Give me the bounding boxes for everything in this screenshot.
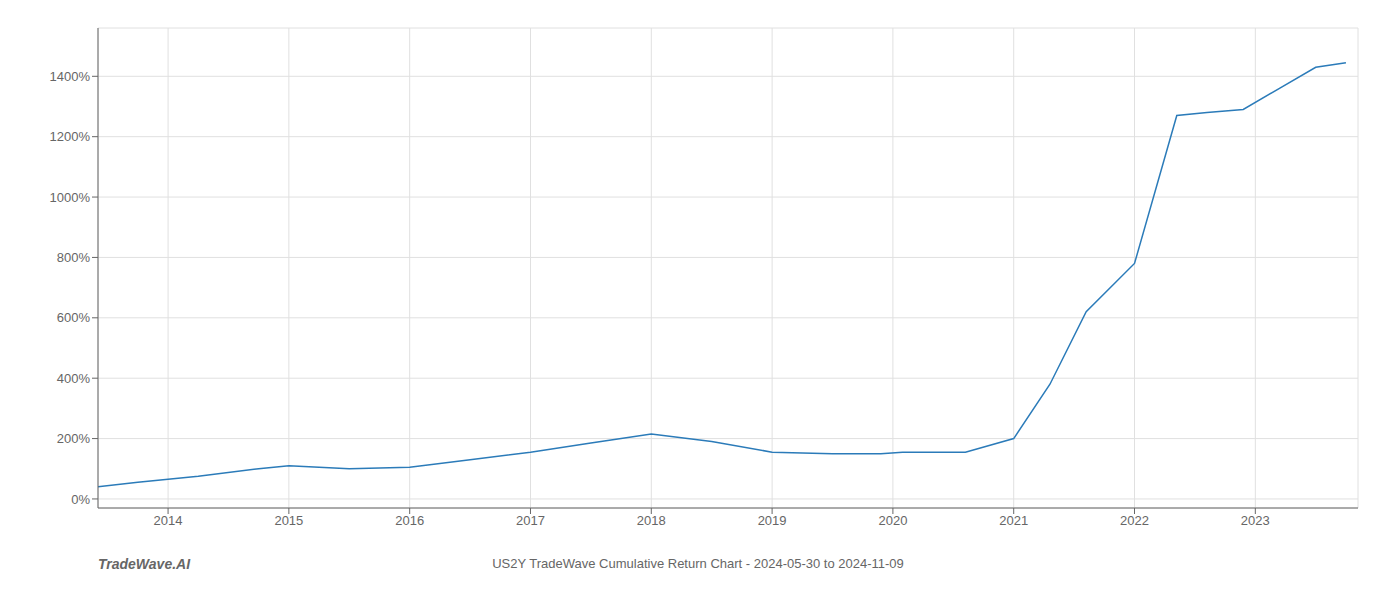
svg-text:200%: 200% — [57, 431, 91, 446]
svg-text:2016: 2016 — [395, 513, 424, 528]
svg-text:2020: 2020 — [878, 513, 907, 528]
svg-text:0%: 0% — [71, 492, 90, 507]
svg-text:2018: 2018 — [637, 513, 666, 528]
html-text:TradeWave.AI: TradeWave.AI — [98, 556, 191, 572]
svg-text:2022: 2022 — [1120, 513, 1149, 528]
svg-text:1000%: 1000% — [50, 190, 91, 205]
svg-text:2023: 2023 — [1241, 513, 1270, 528]
svg-text:2019: 2019 — [758, 513, 787, 528]
svg-text:400%: 400% — [57, 371, 91, 386]
svg-text:1400%: 1400% — [50, 69, 91, 84]
svg-text:1200%: 1200% — [50, 129, 91, 144]
svg-text:2017: 2017 — [516, 513, 545, 528]
svg-text:2015: 2015 — [274, 513, 303, 528]
html-text:US2Y TradeWave Cumulative Retu: US2Y TradeWave Cumulative Return Chart -… — [492, 556, 904, 571]
svg-text:800%: 800% — [57, 250, 91, 265]
svg-text:600%: 600% — [57, 310, 91, 325]
svg-text:2014: 2014 — [154, 513, 183, 528]
svg-text:2021: 2021 — [999, 513, 1028, 528]
